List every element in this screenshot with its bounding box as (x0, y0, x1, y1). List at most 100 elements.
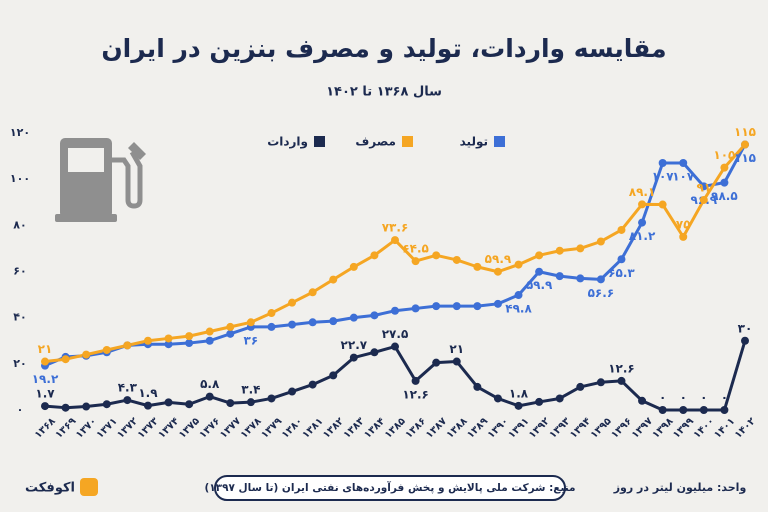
point (679, 406, 688, 414)
y-tick-label: ۱۲۰ (10, 126, 30, 139)
point (720, 163, 729, 172)
value-label: ۱.۸ (509, 386, 529, 400)
value-label: ۷۵ (676, 217, 691, 231)
value-label: ۳۶ (244, 333, 259, 347)
point (514, 291, 523, 300)
point (679, 232, 688, 241)
point (185, 400, 194, 409)
value-label: ۳.۴ (241, 383, 260, 397)
point (576, 274, 585, 283)
point (617, 225, 626, 234)
point (720, 178, 729, 187)
value-label: ۱.۷ (35, 387, 55, 401)
y-tick-label: ۱۰۰ (10, 172, 30, 185)
point (514, 401, 523, 410)
point (555, 394, 564, 403)
point (452, 302, 461, 311)
point (123, 341, 132, 350)
point (555, 246, 564, 255)
value-label: ۱۰۷ (672, 170, 695, 184)
point (246, 318, 255, 327)
point (658, 406, 667, 414)
point (741, 140, 749, 149)
point (164, 340, 173, 349)
point (452, 357, 461, 366)
point (452, 255, 461, 264)
value-label: ۵۹.۹ (485, 252, 512, 266)
point (82, 402, 91, 411)
value-label: ۱۰۷ (652, 170, 675, 184)
value-label: ۱۲.۶ (402, 387, 429, 401)
fuel-icon (55, 138, 146, 222)
value-label: ۱۰۵ (713, 148, 735, 162)
point (185, 332, 194, 341)
point (164, 398, 173, 407)
point (349, 313, 358, 322)
point (41, 357, 49, 366)
point (164, 334, 173, 343)
point (102, 400, 111, 409)
legend-label: تولید (460, 135, 488, 150)
point (288, 387, 297, 396)
point (82, 350, 91, 359)
point (205, 336, 214, 345)
y-tick-label: ۴۰ (13, 311, 26, 324)
point (226, 399, 235, 408)
source-box (214, 475, 566, 501)
value-label: ۵.۸ (200, 377, 220, 391)
value-label: ۱۹.۲ (32, 372, 59, 386)
point (329, 371, 338, 380)
brand: اکوفکت (25, 481, 75, 496)
point (638, 218, 647, 227)
value-label: ۹۱ (696, 180, 711, 194)
value-label: ۲۱ (38, 342, 53, 356)
unit-label: واحد: میلیون لیتر در روز (613, 481, 747, 494)
point (308, 380, 317, 389)
y-tick-label: ۲۰ (13, 357, 26, 370)
point (226, 329, 235, 338)
point (391, 342, 399, 351)
value-label: ۵۹.۹ (526, 278, 553, 292)
point (349, 353, 358, 362)
point (267, 394, 276, 403)
point (391, 306, 399, 315)
point (596, 237, 605, 246)
point (699, 195, 708, 204)
point (267, 309, 276, 318)
point (267, 322, 276, 331)
chart-subtitle: سال ۱۳۶۸ تا ۱۴۰۲ (326, 85, 442, 100)
point (205, 392, 214, 401)
legend-label: واردات (267, 135, 308, 150)
point (411, 304, 420, 313)
point (432, 302, 441, 311)
value-label: ۲۷.۵ (382, 327, 409, 341)
point (349, 262, 358, 271)
source: منبع: شرکت ملی پالایش و پخش فرآورده‌های … (204, 481, 575, 494)
y-tick-label: ۶۰ (13, 265, 26, 278)
value-label: ۷۳.۶ (382, 221, 409, 235)
point (699, 406, 708, 414)
point (411, 376, 420, 385)
point (41, 402, 49, 411)
point (288, 298, 297, 307)
value-label: ۸۱.۲ (629, 229, 656, 243)
point (535, 267, 544, 276)
value-label: ۲۲.۷ (341, 338, 368, 352)
point (720, 406, 729, 414)
point (576, 382, 585, 391)
point (432, 251, 441, 260)
legend-swatch (402, 136, 413, 147)
point (143, 401, 152, 410)
point (370, 251, 379, 260)
y-tick-label: ۰ (17, 403, 24, 416)
value-label: ۶۵.۳ (608, 266, 635, 280)
legend-swatch (314, 136, 325, 147)
point (391, 236, 399, 245)
point (308, 288, 317, 297)
value-label: ۰ (700, 391, 707, 405)
value-label: ۴۹.۸ (505, 302, 532, 316)
value-label: ۵۶.۶ (588, 286, 615, 300)
value-label: ۹۸.۵ (711, 189, 738, 203)
